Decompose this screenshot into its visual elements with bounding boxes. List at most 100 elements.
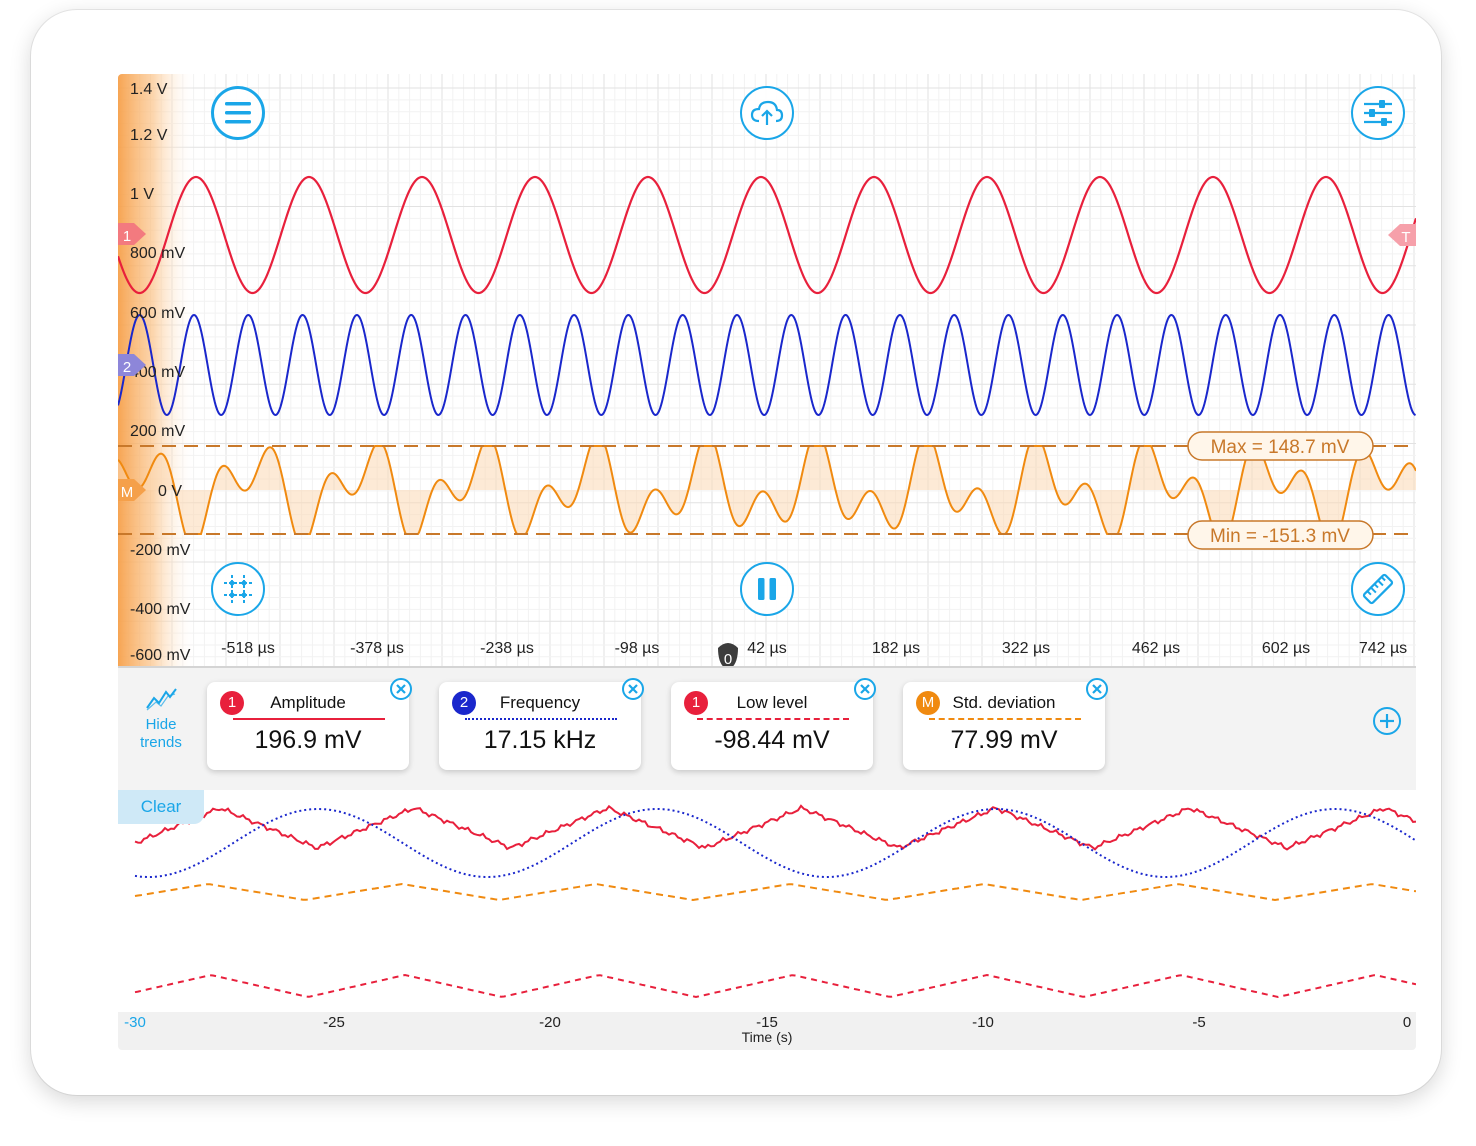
amplitude-trend [134, 804, 1416, 851]
measurement-line-style [465, 718, 617, 720]
y-axis-label: 0 V [158, 483, 182, 500]
y-axis-label: -200 mV [130, 542, 191, 559]
trigger-time-marker[interactable]: 0 [718, 643, 738, 668]
clear-trends-button[interactable]: Clear [118, 790, 204, 824]
channel-badge: 1 [220, 691, 244, 715]
measurement-value: 17.15 kHz [483, 726, 597, 754]
x-axis-label: -238 µs [480, 640, 534, 657]
ch1-waveform [118, 175, 1416, 295]
grid-icon [224, 575, 252, 603]
settings-sliders-icon [1364, 100, 1392, 126]
std-deviation-trend [134, 882, 1416, 902]
close-icon [854, 678, 876, 700]
menu-button[interactable] [211, 86, 265, 140]
scope-grid [118, 74, 1416, 668]
measurement-name: Std. deviation [952, 693, 1056, 712]
y-axis-label: 600 mV [130, 305, 185, 322]
measurement-value: 77.99 mV [950, 726, 1058, 754]
x-axis-label: 322 µs [1002, 640, 1050, 657]
pause-button[interactable] [740, 562, 794, 616]
channel-badge: 2 [452, 691, 476, 715]
ch1-marker[interactable]: 1 [118, 223, 146, 245]
y-axis-label: 1 V [130, 186, 154, 203]
math-waveform [118, 445, 1416, 535]
hide-trends-button[interactable]: Hide trends [130, 686, 192, 752]
x-axis-label: 42 µs [747, 640, 786, 657]
trigger-level-marker[interactable]: T [1388, 224, 1416, 246]
trend-chart[interactable] [118, 790, 1416, 1050]
time-label: -20 [539, 1014, 561, 1031]
y-axis-label: 400 mV [130, 364, 185, 381]
measurement-line-style [697, 718, 849, 720]
scope-divider [118, 666, 1416, 668]
menu-icon [225, 102, 251, 124]
cloud-upload-icon [750, 100, 784, 125]
y-axis-label: 800 mV [130, 245, 185, 262]
x-axis-label: 602 µs [1262, 640, 1310, 657]
min-label: Min = -151.3 mV [1210, 526, 1350, 547]
y-axis-label: 1.4 V [130, 81, 168, 98]
x-axis-label: -518 µs [221, 640, 275, 657]
scope-view[interactable]: 1.4 V 1.2 V 1 V 800 mV 600 mV 400 mV 200 mV 0 V… [118, 74, 1416, 668]
svg-text:1: 1 [123, 228, 131, 245]
y-axis-label: 200 mV [130, 423, 185, 440]
measurement-card[interactable]: 2 Frequency 17.15 kHz [439, 678, 644, 770]
measurement-line-style [929, 718, 1081, 720]
trend-time-title: Time (s) [741, 1029, 793, 1045]
min-label-pill: Min = -151.3 mV [1187, 520, 1374, 550]
y-axis-label: -400 mV [130, 601, 191, 618]
max-label: Max = 148.7 mV [1211, 437, 1350, 458]
remove-measurement-button[interactable] [1086, 678, 1108, 700]
x-axis-label: -378 µs [350, 640, 404, 657]
time-label: -15 [756, 1014, 778, 1031]
close-icon [1086, 678, 1108, 700]
grid-button[interactable] [211, 562, 265, 616]
measurement-name: Amplitude [270, 693, 346, 712]
measurement-name: Low level [736, 693, 808, 712]
max-label-pill: Max = 148.7 mV [1187, 431, 1374, 461]
measurement-value: 196.9 mV [254, 726, 362, 754]
measurement-card[interactable]: 1 Low level -98.44 mV [671, 678, 876, 770]
svg-text:T: T [1401, 229, 1410, 246]
time-label: -25 [323, 1014, 345, 1031]
trend-icon [146, 688, 177, 711]
settings-button[interactable] [1351, 86, 1405, 140]
ch1-trace [118, 175, 1416, 295]
remove-measurement-button[interactable] [622, 678, 644, 700]
time-label: -5 [1192, 1014, 1206, 1031]
time-label: -10 [972, 1014, 994, 1031]
measurement-card[interactable]: 1 Amplitude 196.9 mV [207, 678, 412, 770]
trend-series [134, 804, 1416, 999]
time-label: -30 [124, 1014, 146, 1031]
pause-icon [758, 578, 776, 600]
ch2-marker[interactable]: 2 [118, 354, 146, 376]
app-screen: 1.4 V 1.2 V 1 V 800 mV 600 mV 400 mV 200 mV 0 V… [118, 74, 1416, 1050]
math-trace [118, 445, 1416, 535]
plus-circle-icon [1373, 707, 1401, 735]
remove-measurement-button[interactable] [854, 678, 876, 700]
trend-time-axis: -30 -25 -20 -15 -10 -5 0 Time (s) [118, 1012, 1416, 1050]
y-axis-labels: 1.4 V 1.2 V 1 V 800 mV 600 mV 400 mV 200 mV 0 V… [130, 81, 191, 664]
x-axis-label: 462 µs [1132, 640, 1180, 657]
ruler-button[interactable] [1351, 562, 1405, 616]
svg-text:2: 2 [123, 359, 131, 376]
ch2-trace [118, 313, 1416, 417]
x-axis-label: -98 µs [615, 640, 660, 657]
frequency-trend [134, 808, 1416, 878]
measurement-card[interactable]: M Std. deviation 77.99 mV [903, 678, 1108, 770]
device-frame: 1.4 V 1.2 V 1 V 800 mV 600 mV 400 mV 200 mV 0 V… [31, 10, 1441, 1095]
measurement-value: -98.44 mV [714, 726, 830, 754]
y-axis-label: -600 mV [130, 647, 191, 664]
channel-badge: M [916, 691, 940, 715]
channel-badge: 1 [684, 691, 708, 715]
x-axis-label: 182 µs [872, 640, 920, 657]
math-fill [118, 446, 1416, 534]
add-measurement-button[interactable] [1372, 706, 1402, 736]
cloud-upload-button[interactable] [740, 86, 794, 140]
math-marker[interactable]: M [118, 479, 146, 501]
svg-text:M: M [121, 484, 134, 501]
ch2-waveform [118, 313, 1416, 417]
remove-measurement-button[interactable] [390, 678, 412, 700]
x-axis-labels: -518 µs -378 µs -238 µs -98 µs 42 µs 182 µs 32… [221, 640, 1407, 657]
measurement-line-style [233, 718, 385, 720]
